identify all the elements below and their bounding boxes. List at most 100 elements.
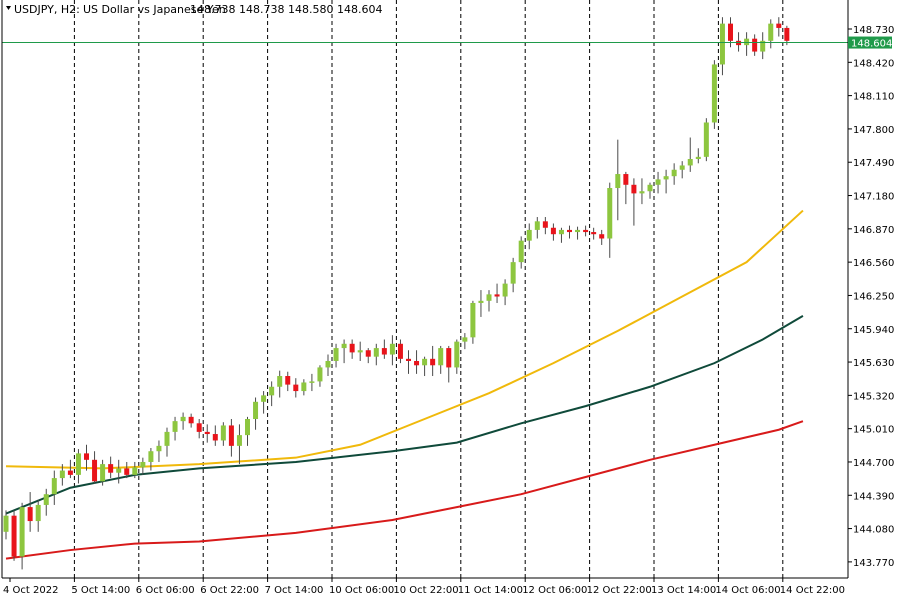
- candle: [647, 182, 653, 199]
- x-tick-label: 10 Oct 06:00: [329, 585, 394, 596]
- candle: [599, 229, 605, 245]
- candle-body: [309, 381, 315, 383]
- candle: [711, 60, 717, 129]
- current-price-label: 148.604: [848, 36, 892, 50]
- candle: [19, 502, 25, 570]
- y-tick-label: 147.800: [853, 125, 894, 136]
- candle: [558, 227, 564, 243]
- candle: [671, 163, 677, 185]
- candle: [784, 25, 790, 46]
- candle-body: [430, 358, 436, 366]
- candle: [679, 161, 685, 179]
- candle: [687, 137, 693, 172]
- candle-body: [293, 384, 299, 392]
- candle-body: [494, 294, 500, 297]
- candle-body: [357, 350, 363, 353]
- candle: [744, 32, 750, 56]
- candle-body: [478, 300, 484, 303]
- candle-body: [526, 229, 532, 241]
- candle: [156, 440, 162, 462]
- candle-body: [583, 229, 589, 233]
- y-tick-label: 145.630: [853, 358, 894, 369]
- candle: [639, 178, 645, 205]
- candle-body: [558, 229, 564, 235]
- candle-body: [75, 453, 81, 475]
- candle-body: [599, 234, 605, 239]
- candle-body: [116, 468, 122, 473]
- candle: [752, 34, 758, 56]
- candle: [615, 139, 621, 221]
- candle: [172, 416, 178, 441]
- candle-body: [397, 343, 403, 359]
- candle-body: [180, 416, 186, 422]
- candle-body: [341, 343, 347, 349]
- candle-body: [550, 227, 556, 235]
- x-tick-label: 14 Oct 06:00: [715, 585, 780, 596]
- candle: [253, 397, 259, 430]
- y-tick-label: 146.870: [853, 225, 894, 236]
- candle-body: [389, 343, 395, 355]
- candle: [373, 343, 379, 366]
- candle: [663, 169, 669, 194]
- candle: [776, 17, 782, 37]
- collapse-triangle-icon[interactable]: [6, 6, 11, 10]
- candle-body: [325, 360, 331, 368]
- candle-body: [575, 229, 581, 233]
- candle-body: [567, 229, 572, 233]
- candle-body: [92, 459, 98, 482]
- candle-body: [261, 395, 267, 402]
- candle-body: [510, 262, 516, 284]
- y-tick-label: 144.700: [853, 458, 894, 469]
- candle-body: [406, 358, 411, 361]
- candle: [518, 236, 524, 269]
- candle-body: [100, 464, 106, 482]
- header-ohlc: 148.738 148.738 148.580 148.604: [190, 3, 382, 16]
- candle: [760, 32, 766, 60]
- candle: [148, 448, 154, 471]
- candle: [220, 422, 226, 446]
- candle-body: [301, 382, 307, 392]
- candle: [567, 225, 572, 239]
- candle: [100, 459, 106, 486]
- candle-body: [277, 376, 283, 387]
- candle: [309, 373, 315, 392]
- candle-body: [148, 451, 154, 462]
- candle-body: [615, 174, 621, 189]
- x-tick-label: 11 Oct 14:00: [458, 585, 523, 596]
- x-tick-label: 5 Oct 14:00: [71, 585, 130, 596]
- candle-body: [486, 294, 492, 301]
- ma-slow-line: [5, 420, 804, 560]
- header-description: US Dollar vs Japanese Yen: [83, 3, 226, 16]
- candle-body: [156, 445, 162, 452]
- candles: [3, 17, 790, 570]
- y-tick-label: 148.730: [853, 25, 894, 36]
- candle-body: [647, 184, 653, 192]
- candle: [285, 371, 291, 392]
- y-tick-label: 144.390: [853, 491, 894, 502]
- x-tick-label: 4 Oct 2022: [3, 585, 58, 596]
- candle-body: [639, 191, 645, 194]
- candle: [27, 492, 33, 532]
- candle: [164, 427, 170, 457]
- candle: [534, 217, 540, 239]
- candle: [719, 17, 725, 76]
- candle: [631, 178, 637, 226]
- candle-body: [744, 38, 750, 46]
- candle-body: [196, 423, 202, 432]
- candle-body: [43, 494, 49, 505]
- candle: [406, 350, 411, 374]
- candle-body: [253, 401, 259, 419]
- candle: [108, 456, 114, 479]
- candle-body: [317, 367, 323, 382]
- y-tick-label: 147.180: [853, 192, 894, 203]
- candle: [695, 148, 701, 164]
- candle-body: [454, 341, 460, 368]
- candle: [277, 370, 283, 398]
- candle: [188, 413, 194, 428]
- candle-body: [164, 431, 170, 446]
- y-tick-label: 148.420: [853, 58, 894, 69]
- y-tick-label: 146.560: [853, 258, 894, 269]
- candle-body: [728, 23, 733, 41]
